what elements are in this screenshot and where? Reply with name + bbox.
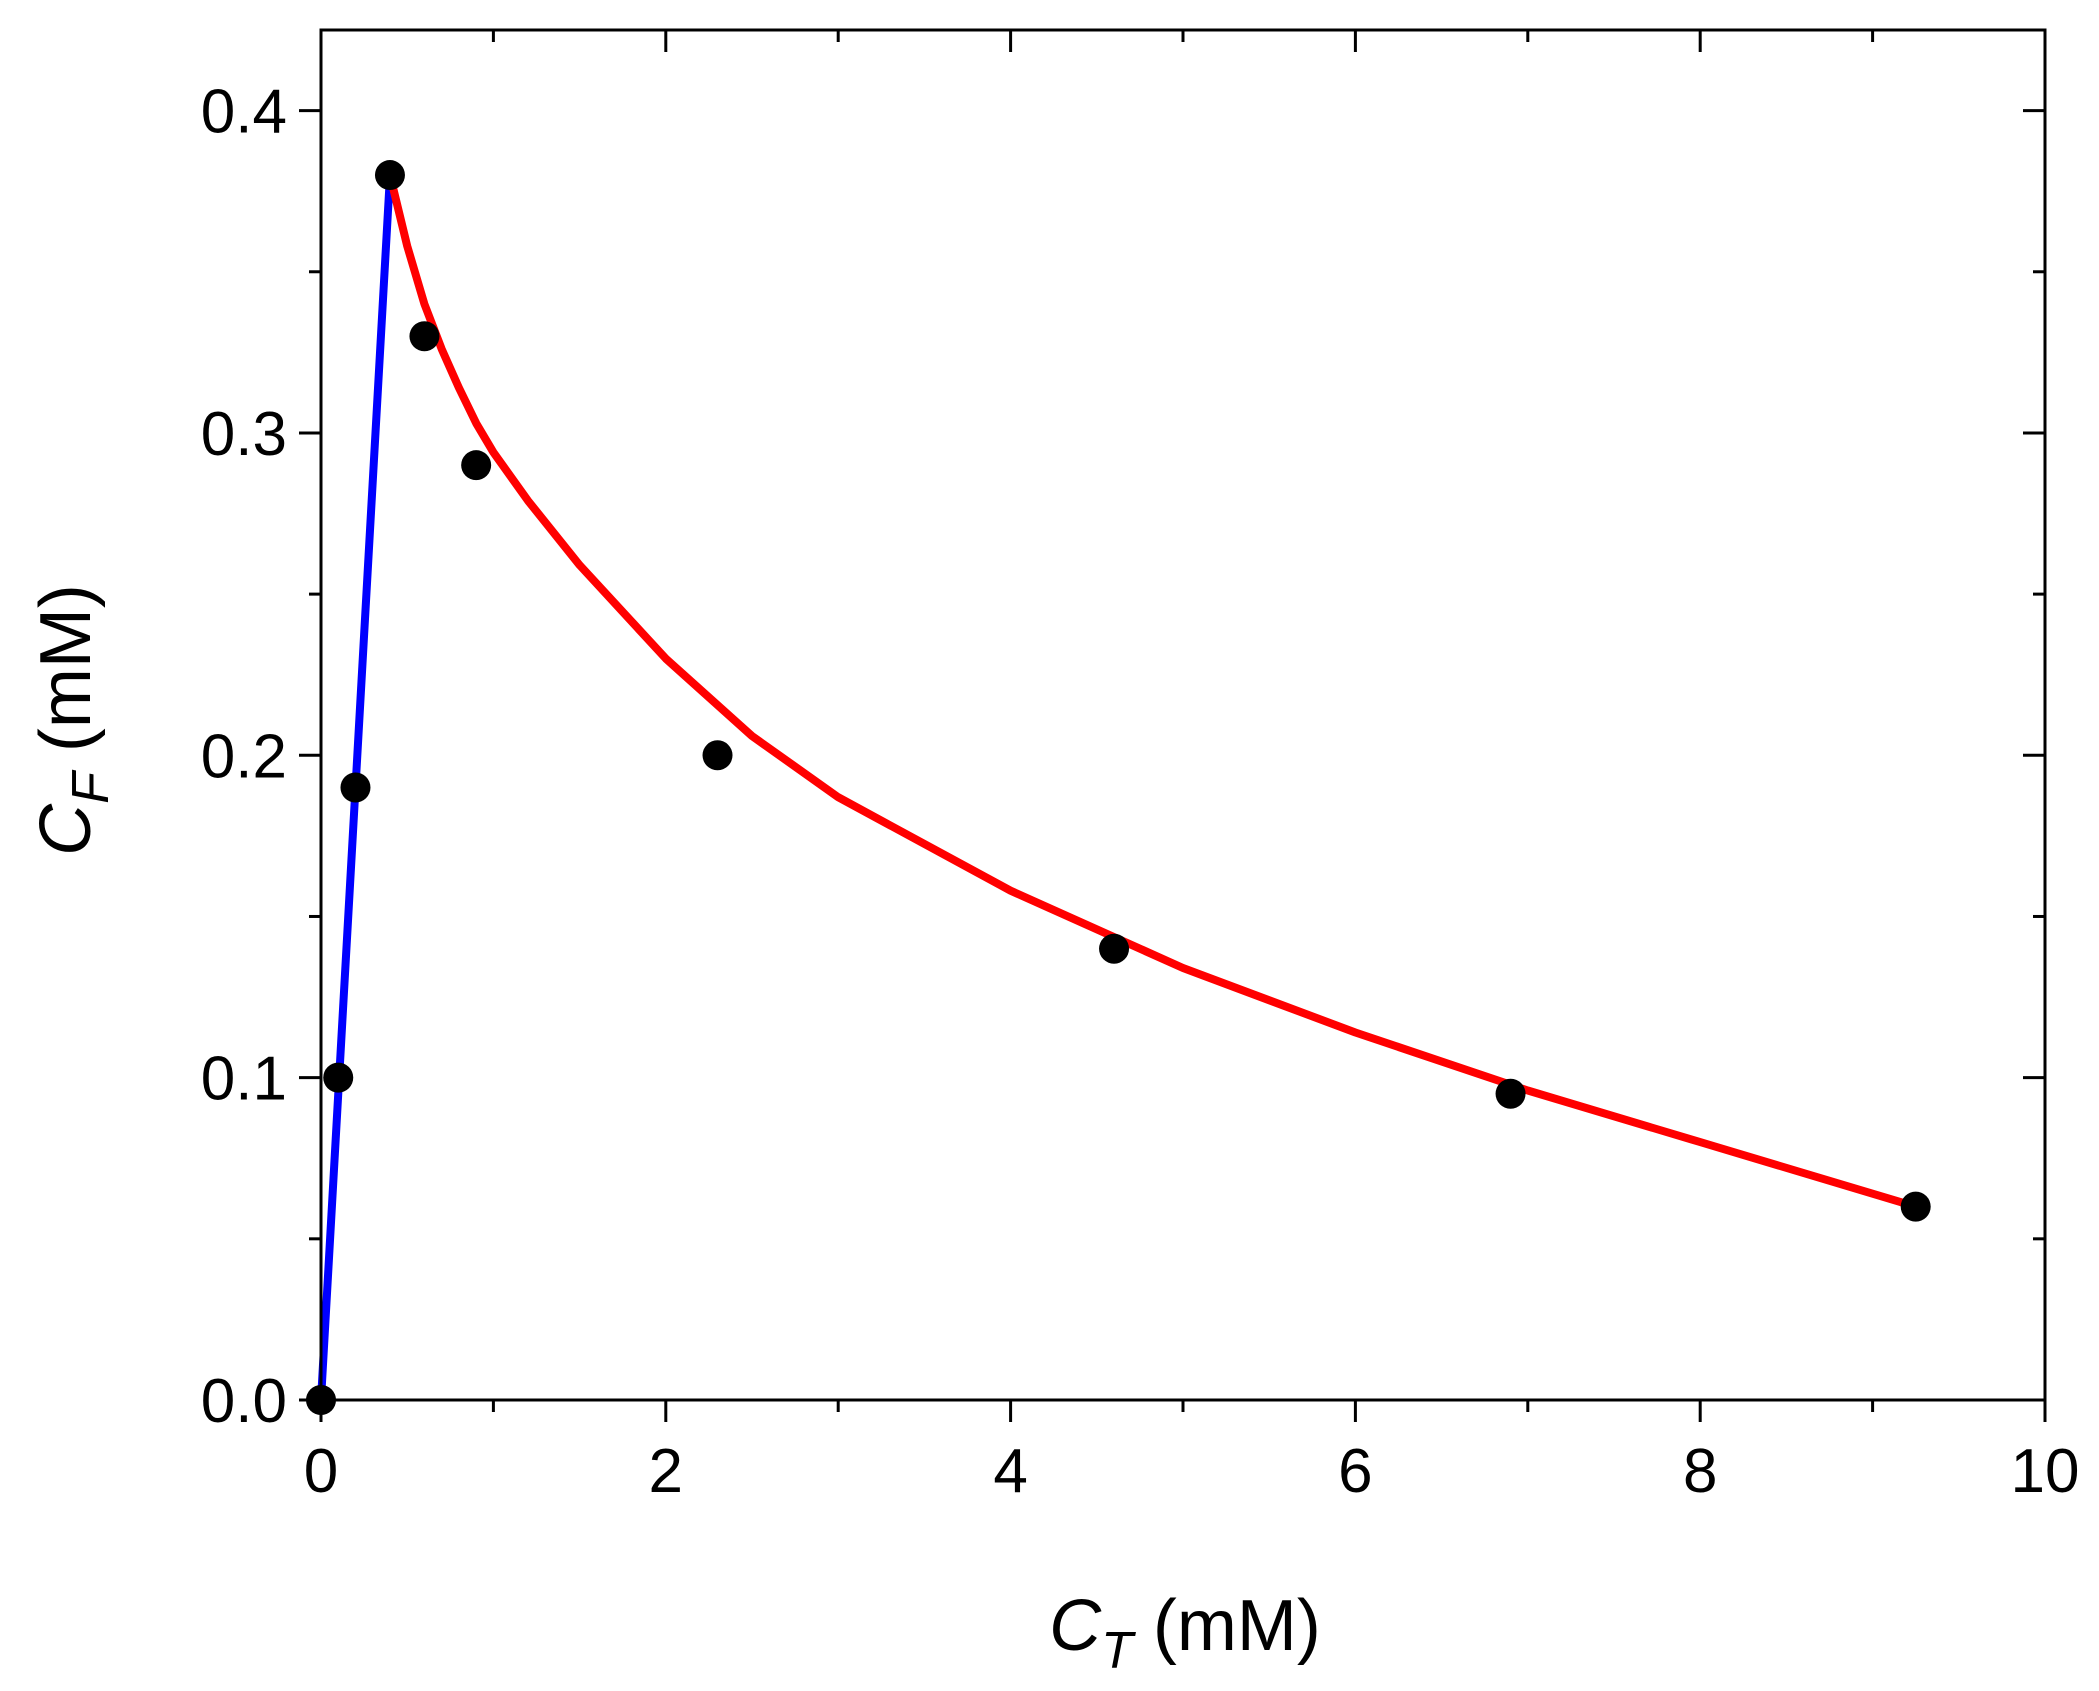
x-tick-label: 10 bbox=[2011, 1437, 2080, 1506]
fit-line-2 bbox=[386, 171, 1920, 1211]
y-tick-label: 0.2 bbox=[201, 722, 287, 791]
x-tick-label: 0 bbox=[304, 1437, 338, 1506]
plot-frame bbox=[319, 28, 2047, 1402]
x-tick-label: 2 bbox=[649, 1437, 683, 1506]
x-axis-unit: (mM) bbox=[1133, 1586, 1321, 1666]
y-tick-label: 0.4 bbox=[201, 78, 287, 147]
y-axis-symbol: C bbox=[26, 803, 106, 856]
data-point bbox=[409, 321, 440, 352]
x-axis-symbol: C bbox=[1049, 1586, 1102, 1666]
x-axis-title: CT (mM) bbox=[1049, 1586, 1321, 1680]
x-tick-label: 8 bbox=[1683, 1437, 1717, 1506]
y-axis-subscript: F bbox=[62, 769, 120, 804]
data-point bbox=[702, 740, 733, 771]
y-axis-unit: (mM) bbox=[26, 584, 106, 772]
y-tick-label: 0.0 bbox=[201, 1367, 287, 1436]
tick-layer: 0 2 4 6 8 10 0.0 0.1 0.2 0.3 0.4 bbox=[201, 30, 2080, 1506]
y-tick-label: 0.3 bbox=[201, 400, 287, 469]
y-tick-label: 0.1 bbox=[201, 1045, 287, 1114]
data-point bbox=[1495, 1078, 1526, 1109]
y-axis-title: CF (mM) bbox=[26, 584, 120, 856]
x-axis-subscript: T bbox=[1101, 1622, 1136, 1680]
data-point bbox=[1099, 933, 1130, 964]
data-point bbox=[323, 1062, 354, 1093]
x-tick-label: 4 bbox=[993, 1437, 1027, 1506]
series-layer bbox=[306, 160, 1931, 1415]
data-point bbox=[1900, 1191, 1931, 1222]
data-point bbox=[340, 772, 371, 803]
data-point bbox=[374, 160, 405, 191]
data-point bbox=[461, 450, 492, 481]
x-tick-label: 6 bbox=[1338, 1437, 1372, 1506]
